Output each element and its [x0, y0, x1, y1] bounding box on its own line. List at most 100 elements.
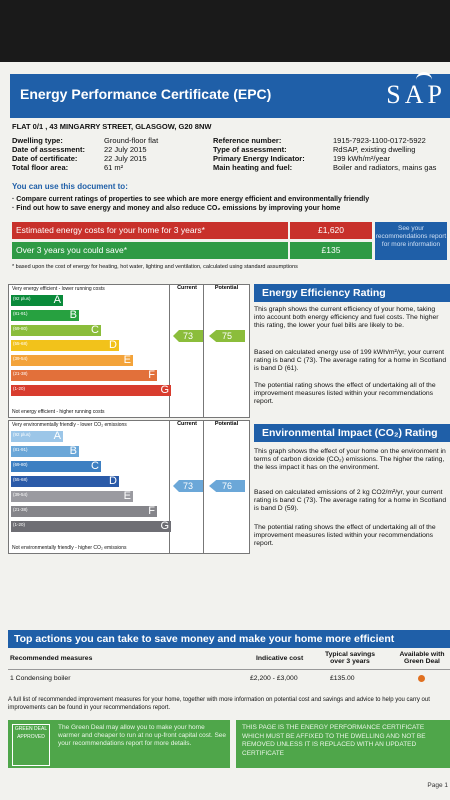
band-range: (81-91): [13, 311, 28, 316]
detail-value: Boiler and radiators, mains gas: [333, 163, 437, 172]
table-row-cost: £2,200 - £3,000: [250, 675, 298, 682]
use-document-heading: You can use this document to:: [12, 182, 128, 191]
rating-band-b: (81-91) B: [11, 309, 79, 321]
band-letter: G: [160, 520, 169, 532]
band-letter: F: [148, 369, 155, 381]
detail-value: 22 July 2015: [104, 145, 147, 154]
band-range: (55-68): [13, 477, 28, 482]
green-deal-box: GREEN DEAL APPROVED The Green Deal may a…: [8, 720, 230, 768]
detail-label: Type of assessment:: [213, 145, 287, 154]
full-list-note: A full list of recommended improvement m…: [8, 697, 430, 711]
table-header: Typical savings over 3 years: [324, 651, 376, 665]
certificate-header: Energy Performance Certificate (EPC) SAP: [10, 72, 450, 118]
table-header: Recommended measures: [10, 655, 93, 662]
current-column-header: Current: [169, 285, 204, 417]
environmental-impact-chart: Very environmentally friendly - lower CO…: [8, 420, 250, 554]
band-range: (39-54): [13, 492, 28, 497]
property-address: FLAT 0/1 , 43 MINGARRY STREET, GLASGOW, …: [12, 122, 212, 131]
epc-document: Energy Performance Certificate (EPC) SAP…: [0, 62, 450, 800]
detail-label: Dwelling type:: [12, 136, 63, 145]
rating-band-g: (1-20) G: [11, 520, 171, 532]
rating-band-d: (55-68) D: [11, 475, 119, 487]
ei-paragraph-1: This graph shows the effect of your home…: [254, 448, 446, 471]
table-header: Available with Green Deal: [399, 651, 445, 665]
ei-paragraph-2: Based on calculated emissions of 2 kg CO…: [254, 489, 447, 512]
see-recommendations-link[interactable]: See your recommendations report for more…: [375, 222, 447, 260]
rating-band-c: (69-80) C: [11, 324, 101, 336]
ee-paragraph-3: The potential rating shows the effect of…: [254, 382, 436, 405]
band-range: (92 plus): [13, 432, 31, 437]
band-letter: D: [109, 475, 117, 487]
detail-label: Date of certificate:: [12, 154, 78, 163]
sap-logo: SAP: [386, 80, 446, 109]
details-right-labels: Reference number: Type of assessment: Pr…: [213, 136, 333, 172]
detail-label: Main heating and fuel:: [213, 163, 293, 172]
green-deal-logo: GREEN DEAL APPROVED: [12, 724, 50, 766]
ee-paragraph-2: Based on calculated energy use of 199 kW…: [254, 349, 447, 372]
detail-value: 1915-7923-1100-0172-5922: [333, 136, 426, 145]
ee-paragraph-1: This graph shows the current efficiency …: [254, 306, 439, 329]
rating-band-b: (81-91) B: [11, 445, 79, 457]
rating-band-f: (21-38) F: [11, 369, 157, 381]
chart-top-label: Very energy efficient - lower running co…: [12, 286, 105, 292]
potential-rating-marker: 76: [209, 480, 245, 492]
rating-band-a: (92 plus) A: [11, 430, 63, 442]
rating-band-e: (39-54) E: [11, 354, 133, 366]
cost-footnote: * based upon the cost of energy for heat…: [12, 264, 298, 270]
bullet-item: Compare current ratings of properties to…: [16, 196, 370, 203]
detail-value: 199 kWh/m²/year: [333, 154, 391, 163]
estimated-cost-row: Estimated energy costs for your home for…: [12, 222, 444, 239]
rating-band-d: (55-68) D: [11, 339, 119, 351]
chart-top-label: Very environmentally friendly - lower CO…: [12, 422, 127, 428]
estimated-cost-value: £1,620: [290, 222, 372, 239]
potential-column-header: Potential: [203, 421, 249, 553]
band-letter: A: [53, 430, 61, 442]
detail-label: Reference number:: [213, 136, 282, 145]
current-column-header: Current: [169, 421, 204, 553]
green-deal-tick-icon: [418, 675, 425, 684]
band-range: (55-68): [13, 341, 28, 346]
band-range: (92 plus): [13, 296, 31, 301]
chart-bottom-label: Not environmentally friendly - higher CO…: [12, 545, 127, 551]
band-letter: C: [91, 324, 99, 336]
energy-efficiency-chart: Very energy efficient - lower running co…: [8, 284, 250, 418]
band-letter: B: [69, 309, 77, 321]
detail-label: Primary Energy Indicator:: [213, 154, 305, 163]
top-actions-heading: Top actions you can take to save money a…: [8, 630, 450, 648]
chart-bottom-label: Not energy efficient - higher running co…: [12, 409, 105, 415]
current-rating-marker: 73: [173, 330, 203, 342]
page-number: Page 1: [427, 782, 448, 789]
band-range: (1-20): [13, 386, 26, 391]
details-left-values: Ground-floor flat 22 July 2015 22 July 2…: [104, 136, 209, 172]
savings-row: Over 3 years you could save* £135: [12, 242, 444, 259]
rating-band-c: (69-80) C: [11, 460, 101, 472]
band-letter: D: [109, 339, 117, 351]
energy-efficiency-heading: Energy Efficiency Rating: [254, 284, 450, 302]
band-letter: B: [69, 445, 77, 457]
details-left-labels: Dwelling type: Date of assessment: Date …: [12, 136, 107, 172]
detail-value: 61 m²: [104, 163, 124, 172]
certificate-title: Energy Performance Certificate (EPC): [20, 86, 272, 102]
detail-value: 22 July 2015: [104, 154, 147, 163]
green-deal-text: The Green Deal may allow you to make you…: [58, 724, 227, 747]
table-header: Indicative cost: [256, 655, 304, 662]
detail-value: Ground-floor flat: [104, 136, 159, 145]
rating-band-g: (1-20) G: [11, 384, 171, 396]
band-letter: F: [148, 505, 155, 517]
detail-value: RdSAP, existing dwelling: [333, 145, 416, 154]
band-range: (39-54): [13, 356, 28, 361]
potential-column-header: Potential: [203, 285, 249, 417]
affix-notice: THIS PAGE IS THE ENERGY PERFORMANCE CERT…: [236, 720, 450, 768]
ei-paragraph-3: The potential rating shows the effect of…: [254, 524, 436, 547]
potential-rating-marker: 75: [209, 330, 245, 342]
detail-label: Date of assessment:: [12, 145, 85, 154]
band-letter: G: [160, 384, 169, 396]
band-range: (69-80): [13, 462, 28, 467]
rating-band-a: (92 plus) A: [11, 294, 63, 306]
band-letter: E: [123, 354, 131, 366]
estimated-cost-label: Estimated energy costs for your home for…: [12, 222, 288, 239]
band-range: (69-80): [13, 326, 28, 331]
details-right-values: 1915-7923-1100-0172-5922 RdSAP, existing…: [333, 136, 445, 172]
table-row-savings: £135.00: [330, 675, 355, 682]
bullet-item: Find out how to save energy and money an…: [16, 205, 341, 212]
